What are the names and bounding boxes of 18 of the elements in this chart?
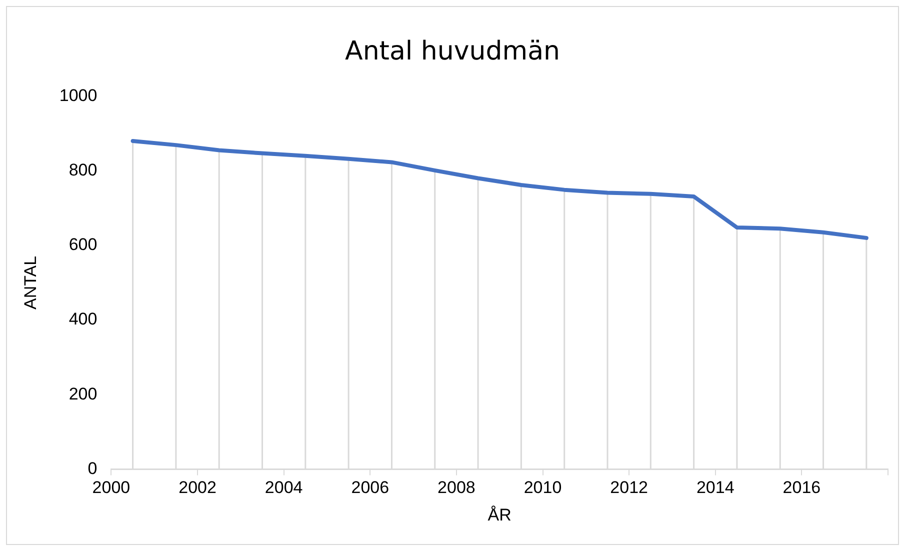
y-tick-label: 400 [68, 310, 98, 329]
x-tick-label: 2014 [696, 478, 734, 498]
x-tick-label: 2012 [610, 478, 648, 498]
y-tick-label: 600 [68, 235, 98, 254]
y-tick-label: 200 [68, 384, 98, 404]
y-tick-label: 1000 [59, 86, 98, 105]
y-tick-label: 0 [88, 458, 98, 478]
x-tick-label: 2004 [264, 478, 303, 498]
y-tick-label: 800 [68, 160, 98, 180]
x-tick-label: 2000 [92, 478, 130, 498]
x-tick-label: 2010 [524, 478, 562, 498]
x-tick-label: 2008 [438, 478, 476, 498]
x-tick-label: 2016 [782, 478, 821, 498]
x-axis-title: ÅR [488, 505, 512, 524]
x-tick-label: 2006 [351, 478, 390, 498]
y-axis-title: ANTAL [20, 256, 40, 310]
chart-title: Antal huvudmän [345, 36, 560, 66]
x-tick-label: 2002 [178, 478, 216, 498]
